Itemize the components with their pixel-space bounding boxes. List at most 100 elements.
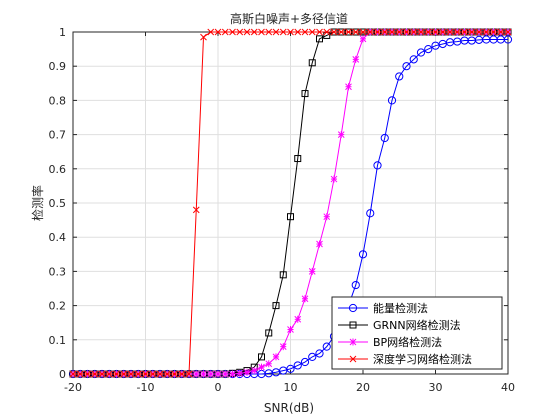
data-point-stroke — [214, 28, 222, 36]
data-point — [287, 326, 294, 334]
data-point-stroke — [265, 28, 273, 36]
data-point — [503, 35, 513, 44]
data-point — [424, 45, 433, 54]
data-point-stroke — [91, 370, 99, 378]
data-point — [351, 280, 360, 290]
data-point-stroke — [330, 175, 338, 183]
data-point-stroke — [461, 28, 468, 36]
legend-item: GRNN网络检测法 — [338, 318, 461, 332]
data-point — [279, 271, 287, 279]
data-point — [308, 267, 316, 275]
data-point — [243, 368, 251, 376]
data-point — [424, 28, 432, 36]
data-point-stroke — [134, 370, 142, 378]
data-point — [272, 28, 280, 36]
data-point-stroke — [410, 28, 418, 36]
data-point-stroke — [482, 28, 490, 36]
data-point-stroke — [250, 28, 258, 36]
legend-marker-stroke — [349, 338, 357, 346]
data-point-stroke — [308, 268, 316, 275]
data-point-stroke — [352, 56, 360, 63]
data-point — [359, 35, 367, 43]
data-point — [171, 370, 178, 378]
data-point-stroke — [287, 28, 294, 36]
y-tick-label: 0.8 — [49, 94, 67, 107]
data-point — [221, 28, 229, 36]
legend-marker — [349, 338, 357, 346]
data-point — [279, 28, 287, 36]
data-point — [149, 370, 157, 378]
data-point — [287, 28, 294, 36]
data-point — [243, 28, 251, 36]
data-point — [214, 28, 222, 36]
data-point-stroke — [120, 370, 128, 378]
data-point — [315, 349, 324, 358]
legend-marker — [348, 303, 358, 313]
data-point-stroke — [156, 370, 164, 378]
data-point — [236, 369, 244, 377]
data-point — [395, 72, 404, 81]
data-point-stroke — [142, 370, 149, 378]
data-point-stroke — [279, 28, 287, 36]
data-point-stroke — [200, 370, 207, 378]
data-point-stroke — [468, 28, 476, 36]
legend-label: BP网络检测法 — [373, 335, 442, 349]
data-point — [308, 59, 316, 67]
data-point-stroke — [432, 28, 439, 36]
data-point — [294, 315, 302, 323]
data-point — [439, 28, 447, 36]
data-point-stroke — [294, 315, 302, 323]
data-point — [497, 28, 505, 36]
data-point — [366, 28, 374, 36]
data-point-stroke — [258, 28, 265, 36]
data-point — [432, 28, 439, 36]
legend-item: 能量检测法 — [338, 301, 428, 315]
data-point-stroke — [490, 28, 497, 36]
data-point-stroke — [294, 28, 302, 36]
data-point — [337, 28, 345, 36]
data-point-stroke — [417, 28, 425, 36]
data-point — [482, 28, 490, 36]
data-point — [113, 370, 120, 378]
data-point-stroke — [236, 369, 244, 377]
data-point — [207, 370, 215, 378]
data-point-stroke — [453, 28, 461, 36]
data-point — [84, 370, 91, 378]
data-point-stroke — [207, 28, 215, 36]
data-point — [258, 28, 265, 36]
data-point — [308, 28, 316, 36]
data-point-stroke — [316, 28, 323, 36]
data-point-stroke — [323, 213, 331, 221]
data-point — [265, 28, 273, 36]
data-point — [323, 213, 331, 221]
legend-item: BP网络检测法 — [338, 335, 442, 349]
data-point-stroke — [439, 28, 447, 36]
data-point-stroke — [301, 28, 309, 36]
data-point-stroke — [345, 28, 352, 36]
legend-box — [331, 296, 503, 370]
data-point-stroke — [316, 240, 323, 248]
data-point-stroke — [359, 35, 367, 43]
data-point — [352, 55, 360, 63]
data-point-stroke — [388, 28, 396, 36]
data-point — [373, 161, 382, 170]
data-point — [265, 329, 273, 337]
data-point — [330, 28, 338, 36]
data-point-stroke — [76, 370, 84, 378]
data-point-stroke — [84, 370, 91, 378]
data-point-stroke — [272, 353, 280, 361]
data-point — [200, 370, 207, 378]
data-point — [300, 357, 310, 367]
y-axis-label: 检测率 — [30, 185, 45, 221]
data-point — [409, 55, 418, 64]
x-tick-label: 0 — [215, 381, 222, 394]
data-point — [416, 48, 426, 57]
data-point — [200, 33, 207, 41]
data-point — [105, 370, 113, 378]
data-point — [272, 302, 280, 310]
data-point — [308, 352, 317, 361]
data-point — [316, 240, 323, 248]
data-point-stroke — [236, 28, 244, 36]
